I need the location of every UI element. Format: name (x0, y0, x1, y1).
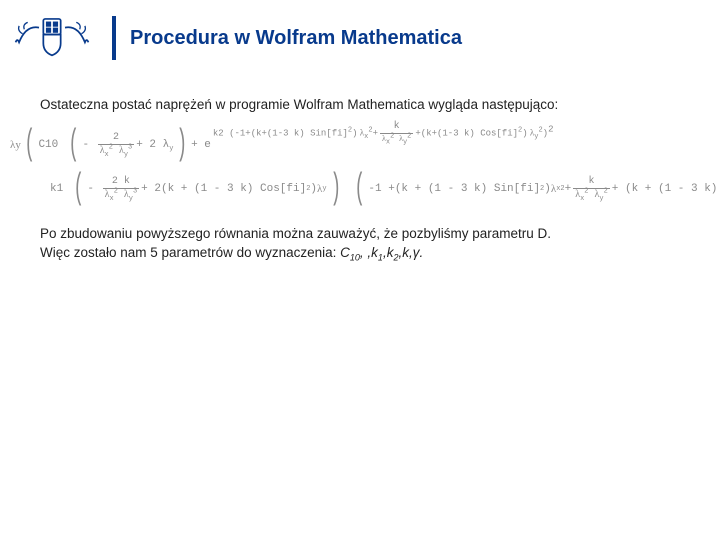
term: + 2 λy (136, 139, 173, 151)
bracket-icon: ) (177, 136, 188, 154)
outro-line-1: Po zbudowaniu powyższego równania można … (40, 226, 551, 241)
plus-e: + e (191, 139, 211, 151)
bracket-icon: ) (330, 180, 341, 198)
bracket-icon: ( (73, 180, 84, 198)
equation-block: λy ( C10 ( - 2 λx2 λy3 + 2 λy ) + e k2 (… (10, 133, 680, 201)
outro-line-2-prefix: Więc zostało nam 5 parametrów do wyznacz… (40, 245, 340, 260)
slide-title: Procedura w Wolfram Mathematica (130, 27, 462, 50)
term: + 2 (141, 183, 161, 195)
term: k + (1 - 3 k) Sin[fi] (401, 183, 540, 195)
leading-lambda: λy (10, 139, 21, 151)
fraction: k λx2 λy2 (573, 177, 610, 201)
equation-line-1: λy ( C10 ( - 2 λx2 λy3 + 2 λy ) + e k2 (… (10, 133, 680, 157)
outro-text: Po zbudowaniu powyższego równania można … (40, 225, 680, 263)
bracket-icon: ( (354, 180, 365, 198)
intro-text: Ostateczna postać naprężeń w programie W… (40, 96, 680, 115)
bracket-icon: ( (68, 136, 79, 154)
slide-header: Procedura w Wolfram Mathematica (0, 0, 720, 64)
title-divider: Procedura w Wolfram Mathematica (112, 16, 462, 60)
term: -1 + (368, 183, 394, 195)
exponent: k2 (-1+(k+(1-3 k) Sin[fi]2) λx2+kλx2 λy2… (213, 122, 554, 144)
fraction: 2 λx2 λy3 (98, 133, 135, 157)
term: k + (1 - 3 k) Cos[fi] (168, 183, 307, 195)
coef-k1: k1 (50, 183, 63, 195)
fraction: 2 k λx2 λy3 (103, 177, 140, 201)
slide-body: Ostateczna postać naprężeń w programie W… (0, 64, 720, 263)
university-crest-icon (8, 12, 96, 64)
bracket-icon: ( (24, 136, 35, 154)
term: k + (1 - 3 k) Cos[fi] (632, 183, 720, 195)
param-list: C10, ,k1,k2,k,γ. (340, 245, 423, 260)
equation-line-2: k1 ( - 2 k λx2 λy3 + 2 (k + (1 - 3 k) Co… (10, 177, 680, 201)
coef-c10: C10 (38, 139, 58, 151)
